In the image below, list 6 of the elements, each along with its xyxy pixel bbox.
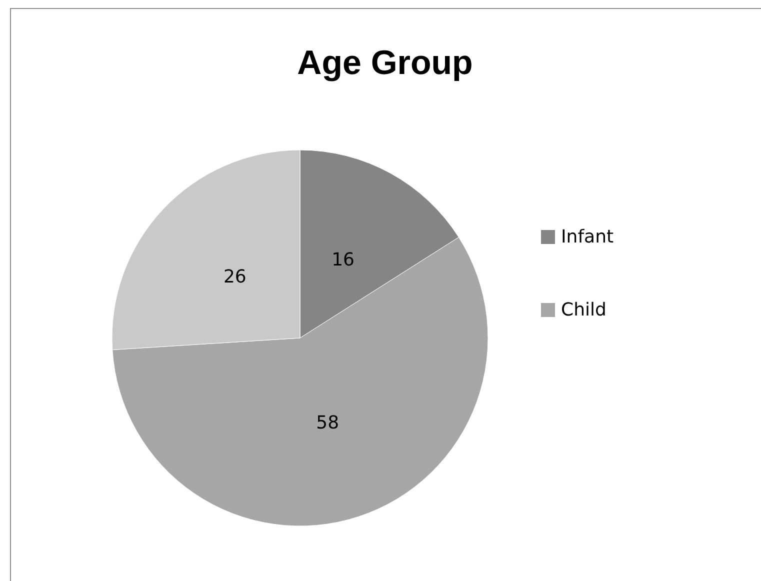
chart-title: Age Group <box>297 44 473 82</box>
legend-label: Infant <box>561 226 614 248</box>
legend-label: Child <box>561 300 606 320</box>
data-label: 58 <box>316 412 340 434</box>
data-label: 16 <box>332 249 354 270</box>
data-label: 26 <box>223 266 246 288</box>
